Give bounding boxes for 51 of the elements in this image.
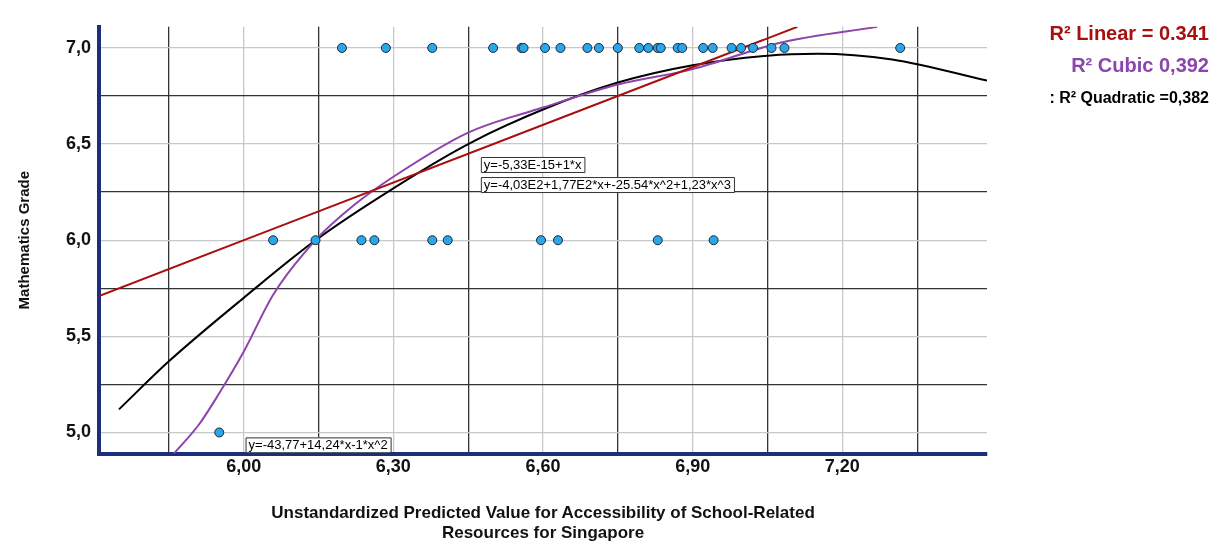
point: [634, 42, 645, 53]
point: [540, 42, 551, 53]
point: [643, 42, 654, 53]
point: [748, 42, 759, 53]
point: [766, 42, 777, 53]
annotation: y=-4,03E2+1,77E2*x+-25.54*x^2+1,23*x^3: [483, 176, 731, 192]
y-tick-label: 7,0: [65, 36, 92, 57]
point: [488, 42, 499, 53]
text: R² Linear = 0.341: [1049, 22, 1209, 45]
x-tick-label: 6,30: [375, 456, 411, 477]
point: [726, 42, 737, 53]
y-axis-title: Mathematics Grade: [15, 171, 33, 310]
point: [895, 42, 906, 53]
point: [356, 235, 367, 246]
point: [736, 42, 747, 53]
x-tick-label: 7,20: [824, 456, 860, 477]
point: [336, 42, 347, 53]
point: [442, 235, 453, 246]
x-tick-label: 6,60: [525, 456, 561, 477]
annotation: y=-5,33E-15+1*x: [483, 156, 582, 172]
y-tick-label: 5,0: [65, 421, 92, 442]
point: [582, 42, 593, 53]
x-tick-label: 6,90: [675, 456, 711, 477]
point: [652, 235, 663, 246]
point: [268, 235, 279, 246]
point: [677, 42, 688, 53]
point: [593, 42, 604, 53]
text: R² Cubic 0,392: [1071, 54, 1209, 77]
point: [536, 235, 547, 246]
point: [612, 42, 623, 53]
point: [310, 235, 321, 246]
point: [708, 235, 719, 246]
point: [369, 235, 380, 246]
point: [552, 235, 563, 246]
text: : R² Quadratic =0,382: [1049, 89, 1210, 107]
point: [707, 42, 718, 53]
y-tick-label: 5,5: [65, 325, 92, 346]
point: [380, 42, 391, 53]
x-axis-title: Unstandardized Predicted Value for Accessibility of School-Related Resources for Singapore: [271, 503, 815, 543]
x-tick-label: 6,00: [226, 456, 262, 477]
y-tick-label: 6,0: [65, 229, 92, 250]
line-series: [172, 26, 879, 454]
point: [555, 42, 566, 53]
point: [779, 42, 790, 53]
point: [214, 427, 225, 438]
point: [427, 235, 438, 246]
annotation: y=-43,77+14,24*x-1*x^2: [248, 436, 388, 452]
y-tick-label: 6,5: [65, 133, 92, 154]
line-series: [117, 52, 987, 411]
point: [427, 42, 438, 53]
point: [698, 42, 709, 53]
